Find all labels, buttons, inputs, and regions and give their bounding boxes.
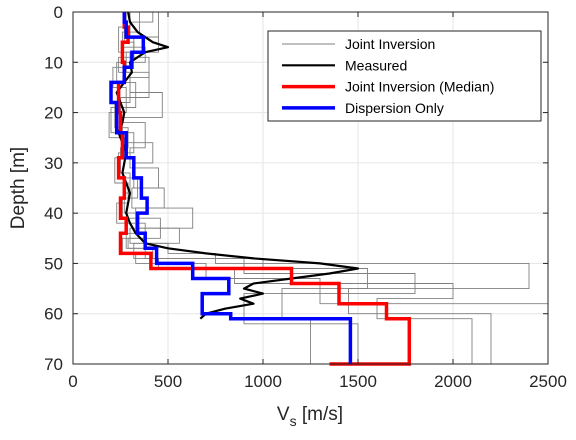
legend-label: Measured (345, 57, 407, 73)
y-tick-label: 40 (44, 204, 63, 223)
x-tick-label: 0 (68, 372, 77, 391)
y-tick-label: 10 (44, 53, 63, 72)
x-axis-label-subscript: s (290, 413, 297, 429)
x-axis-label-main: V (277, 404, 290, 425)
legend-label: Joint Inversion (Median) (345, 79, 494, 95)
joint-inversion-profile (110, 12, 549, 365)
y-axis-label: Depth [m] (8, 147, 29, 229)
y-tick-label: 30 (44, 154, 63, 173)
y-tick-label: 60 (44, 305, 63, 324)
legend-label: Joint Inversion (345, 36, 435, 52)
x-tick-label: 1500 (339, 372, 377, 391)
legend-box (267, 30, 542, 122)
x-tick-label: 500 (154, 372, 182, 391)
plot-frame (72, 11, 549, 365)
plot-lines (108, 11, 549, 366)
legend: Joint Inversion Measured Joint Inversion (… (267, 30, 542, 122)
x-axis-label-unit: [m/s] (297, 404, 343, 425)
dispersion-only-line (109, 12, 353, 364)
y-tick-label: 20 (44, 104, 63, 123)
y-tick-label: 50 (44, 254, 63, 273)
x-tick-label: 2000 (434, 372, 472, 391)
axis-ticks: 0 500 1000 1500 2000 2500 0 10 20 30 40 50 60 70 (44, 3, 567, 391)
y-tick-label: 70 (44, 355, 63, 374)
legend-label: Dispersion Only (345, 100, 444, 116)
joint-inversion-median-line (116, 12, 412, 366)
x-axis-label: Vs [m/s] (277, 404, 343, 429)
joint-inversion-profile (121, 12, 473, 365)
x-tick-label: 1000 (244, 372, 282, 391)
y-tick-label: 0 (54, 3, 63, 22)
x-tick-label: 2500 (529, 372, 567, 391)
